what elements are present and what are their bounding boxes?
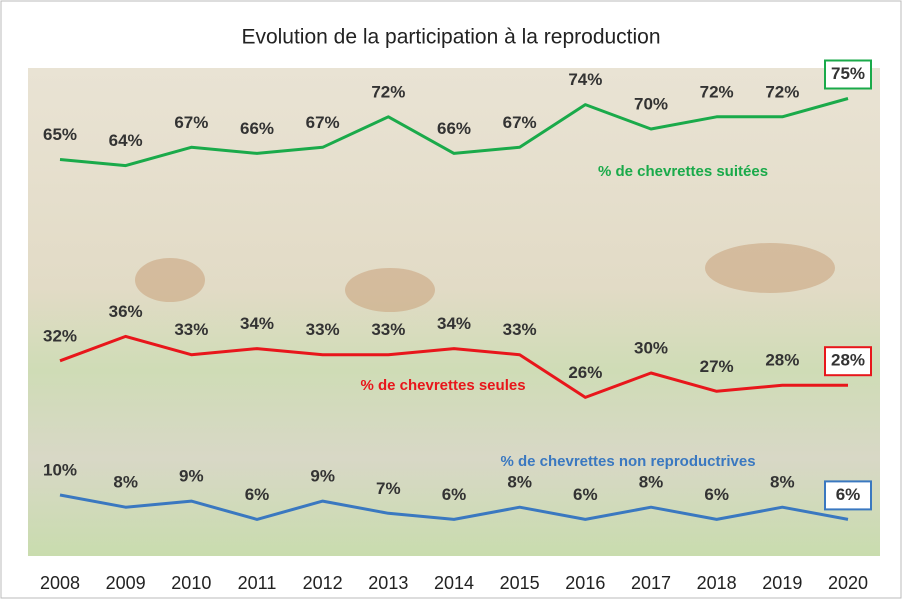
value-label: 66%	[240, 119, 274, 138]
value-label: 75%	[831, 64, 865, 83]
plot-background	[28, 68, 880, 556]
value-label: 70%	[634, 94, 668, 113]
x-tick-label: 2017	[631, 573, 671, 593]
value-label: 9%	[179, 467, 204, 486]
value-label: 67%	[174, 113, 208, 132]
value-label: 33%	[306, 320, 340, 339]
value-label: 6%	[442, 485, 467, 504]
value-label: 72%	[371, 82, 405, 101]
value-label: 65%	[43, 125, 77, 144]
value-label: 8%	[113, 473, 138, 492]
value-label: 32%	[43, 326, 77, 345]
x-tick-label: 2008	[40, 573, 80, 593]
value-label: 28%	[831, 351, 865, 370]
value-label: 7%	[376, 479, 401, 498]
chart-title: Evolution de la participation à la repro…	[241, 26, 660, 49]
value-label: 8%	[507, 473, 532, 492]
x-tick-label: 2019	[762, 573, 802, 593]
value-label: 8%	[639, 473, 664, 492]
value-label: 66%	[437, 119, 471, 138]
x-tick-label: 2020	[828, 573, 868, 593]
value-label: 36%	[109, 302, 143, 321]
x-tick-label: 2011	[238, 573, 277, 593]
value-label: 74%	[568, 70, 602, 89]
value-label: 72%	[765, 82, 799, 101]
value-label: 27%	[700, 357, 734, 376]
chart: Evolution de la participation à la repro…	[0, 0, 903, 600]
value-label: 33%	[371, 320, 405, 339]
series-annotation: % de chevrettes suitées	[598, 163, 768, 180]
x-tick-label: 2015	[500, 573, 540, 593]
value-label: 67%	[306, 113, 340, 132]
value-label: 30%	[634, 338, 668, 357]
x-tick-label: 2009	[106, 573, 146, 593]
value-label: 6%	[704, 485, 729, 504]
x-tick-label: 2012	[303, 573, 343, 593]
value-label: 34%	[437, 314, 471, 333]
value-label: 28%	[765, 351, 799, 370]
value-label: 8%	[770, 473, 795, 492]
value-label: 64%	[109, 131, 143, 150]
x-tick-label: 2013	[368, 573, 408, 593]
value-label: 33%	[174, 320, 208, 339]
value-label: 67%	[503, 113, 537, 132]
x-tick-label: 2010	[171, 573, 211, 593]
value-label: 6%	[573, 485, 598, 504]
value-label: 10%	[43, 460, 77, 479]
series-annotation: % de chevrettes non reproductrives	[500, 453, 755, 470]
value-label: 33%	[503, 320, 537, 339]
x-tick-label: 2014	[434, 573, 474, 593]
value-label: 9%	[310, 467, 335, 486]
value-label: 72%	[700, 82, 734, 101]
x-tick-label: 2018	[697, 573, 737, 593]
x-tick-label: 2016	[565, 573, 605, 593]
value-label: 26%	[568, 363, 602, 382]
series-annotation: % de chevrettes seules	[360, 377, 525, 394]
value-label: 34%	[240, 314, 274, 333]
value-label: 6%	[836, 485, 861, 504]
value-label: 6%	[245, 485, 270, 504]
